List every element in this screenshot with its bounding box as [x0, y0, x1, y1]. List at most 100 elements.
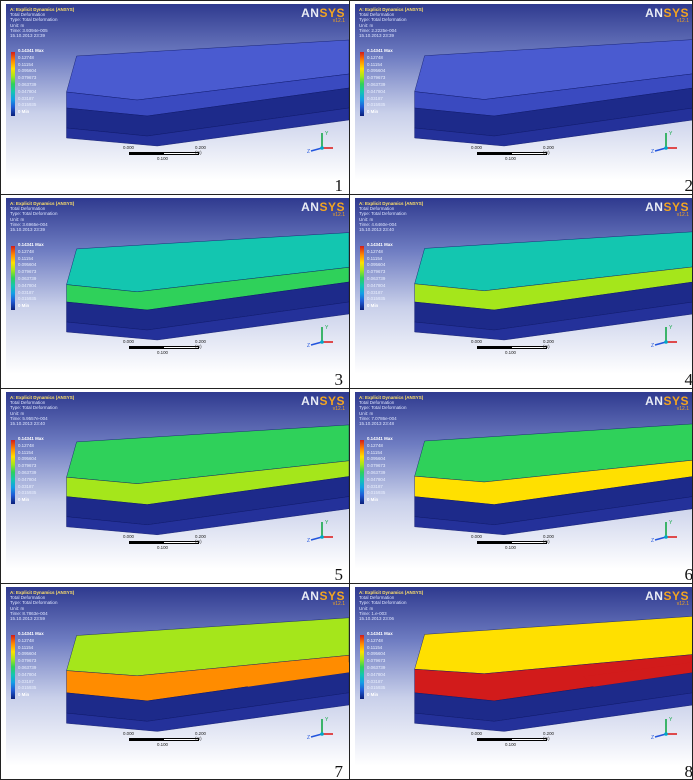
render-viewport[interactable]: A: Explicit Dynamics (ANSYS) Total Deform… [355, 587, 693, 766]
legend-value-label: 0.015935 [18, 296, 37, 302]
panel-number: 3 [334, 370, 344, 388]
axis-triad-icon[interactable]: XYZ [307, 130, 333, 156]
logo-text-sys: SYS [319, 200, 345, 214]
scale-bar-graphic [477, 152, 547, 155]
result-time: Time: 8.7863e-004 [10, 610, 48, 616]
legend-value-label: 0.095604 [18, 68, 37, 74]
render-viewport[interactable]: A: Explicit Dynamics (ANSYS) Total Deform… [355, 198, 693, 374]
result-time: Time: 5.9557e-004 [10, 415, 48, 421]
version-label: v12.1 [676, 212, 689, 218]
result-time: Time: 2.2225e-004 [359, 27, 397, 33]
logo-text-an: AN [645, 394, 664, 408]
legend-value-label: 0.11154 [367, 644, 383, 650]
legend-labels: 0.14341 Max 0.12748 0.11154 0.095604 0.07967… [18, 631, 44, 699]
triad-z-label: Z [651, 538, 654, 544]
legend-value-label: 0.079673 [18, 658, 37, 664]
legend-value-label: 0.015935 [18, 490, 37, 496]
triad-z-label: Z [651, 343, 654, 349]
legend-value-label: 0.11154 [367, 449, 383, 455]
render-viewport[interactable]: A: Explicit Dynamics (ANSYS) Total Deform… [355, 4, 693, 180]
legend-value-label: 0.015935 [367, 490, 386, 496]
result-unit: Unit: m [10, 216, 25, 222]
version-label: v12.1 [332, 406, 345, 412]
scale-mid-label: 0.100 [157, 156, 168, 161]
version-label: v12.1 [676, 406, 689, 412]
axis-triad-icon[interactable]: XYZ [307, 716, 333, 742]
legend-value-label: 0.03187 [367, 95, 383, 101]
result-time: Time: 3.6965e-004 [10, 221, 48, 227]
render-viewport[interactable]: A: Explicit Dynamics (ANSYS) Total Deform… [6, 587, 349, 766]
legend-value-label: 0.063739 [367, 664, 386, 670]
scale-bar-graphic [129, 346, 199, 349]
axis-triad-icon[interactable]: XYZ [307, 519, 333, 545]
version-label: v12.1 [332, 18, 345, 24]
result-type: Type: Total Deformation [10, 405, 58, 411]
simulation-panel: A: Explicit Dynamics (ANSYS) Total Deform… [349, 388, 693, 583]
grid-divider [0, 0, 1, 780]
legend-value-label: 0.063739 [18, 81, 37, 87]
legend-value-label: 0.063739 [18, 664, 37, 670]
legend-min-label: 0 Min [18, 497, 30, 503]
legend-value-label: 0.079673 [367, 269, 386, 275]
result-unit: Unit: m [10, 605, 25, 611]
render-viewport[interactable]: A: Explicit Dynamics (ANSYS) Total Deform… [6, 198, 349, 374]
legend-value-label: 0.079673 [18, 463, 37, 469]
version-label: v12.1 [332, 212, 345, 218]
ansys-logo: ANSYS [645, 394, 689, 408]
legend-value-label: 0.12748 [18, 248, 34, 254]
grid-divider [349, 0, 350, 780]
result-info: A: Explicit Dynamics (ANSYS) Total Deform… [359, 395, 423, 426]
legend-value-label: 0.015935 [367, 102, 386, 108]
version-label: v12.1 [676, 18, 689, 24]
result-name: Total Deformation [359, 400, 395, 406]
render-viewport[interactable]: A: Explicit Dynamics (ANSYS) Total Deform… [355, 392, 693, 569]
grid-divider [0, 194, 693, 195]
result-time: Time: 4.6460e-004 [359, 221, 397, 227]
scale-right-label: 0.200 (m) [543, 731, 554, 741]
plate-model [66, 424, 349, 536]
legend-min-label: 0 Min [18, 109, 30, 115]
scale-bar-graphic [129, 541, 199, 544]
grid-divider [0, 0, 693, 1]
simulation-panel: A: Explicit Dynamics (ANSYS) Total Deform… [0, 583, 349, 780]
panel-number: 2 [684, 176, 693, 194]
system-title: A: Explicit Dynamics (ANSYS) [359, 590, 424, 595]
render-viewport[interactable]: A: Explicit Dynamics (ANSYS) Total Deform… [6, 392, 349, 569]
legend-value-label: 0.03187 [18, 95, 34, 101]
plate-model [66, 232, 349, 341]
scale-bar-graphic [129, 152, 199, 155]
result-type: Type: Total Deformation [359, 600, 407, 606]
legend-value-label: 0.063739 [367, 275, 386, 281]
legend-value-label: 0.03187 [367, 678, 383, 684]
simulation-panel: A: Explicit Dynamics (ANSYS) Total Deform… [349, 583, 693, 780]
result-type: Type: Total Deformation [359, 211, 407, 217]
logo-text-an: AN [301, 6, 320, 20]
panel-number: 1 [334, 176, 344, 194]
legend-value-label: 0.11154 [18, 644, 34, 650]
result-unit: Unit: m [10, 22, 25, 28]
triad-z-label: Z [307, 149, 310, 155]
legend-value-label: 0.11154 [367, 255, 383, 261]
result-info: A: Explicit Dynamics (ANSYS) Total Deform… [359, 7, 423, 38]
result-date: 15.10.2013 23:59 [10, 616, 46, 622]
legend-value-label: 0.095604 [367, 68, 386, 74]
axis-triad-icon[interactable]: XYZ [307, 324, 333, 350]
axis-triad-icon[interactable]: XYZ [651, 716, 677, 742]
legend-value-label: 0.047804 [367, 476, 386, 482]
result-name: Total Deformation [10, 206, 46, 212]
axis-triad-icon[interactable]: XYZ [651, 324, 677, 350]
triad-z-label: Z [307, 735, 310, 741]
render-viewport[interactable]: A: Explicit Dynamics (ANSYS) Total Deform… [6, 4, 349, 180]
scale-left-label: 0.000 [123, 145, 134, 150]
scale-left-label: 0.000 [123, 534, 134, 539]
legend-max-label: 0.14341 Max [18, 436, 44, 441]
legend-value-label: 0.12748 [367, 442, 383, 448]
triad-y-label: Y [669, 520, 673, 526]
axis-triad-icon[interactable]: XYZ [651, 130, 677, 156]
scale-mid-label: 0.100 [505, 545, 516, 550]
lower-step [414, 107, 693, 147]
scale-left-label: 0.000 [123, 731, 134, 736]
legend-value-label: 0.12748 [18, 54, 34, 60]
legend-value-label: 0.047804 [367, 671, 386, 677]
axis-triad-icon[interactable]: XYZ [651, 519, 677, 545]
